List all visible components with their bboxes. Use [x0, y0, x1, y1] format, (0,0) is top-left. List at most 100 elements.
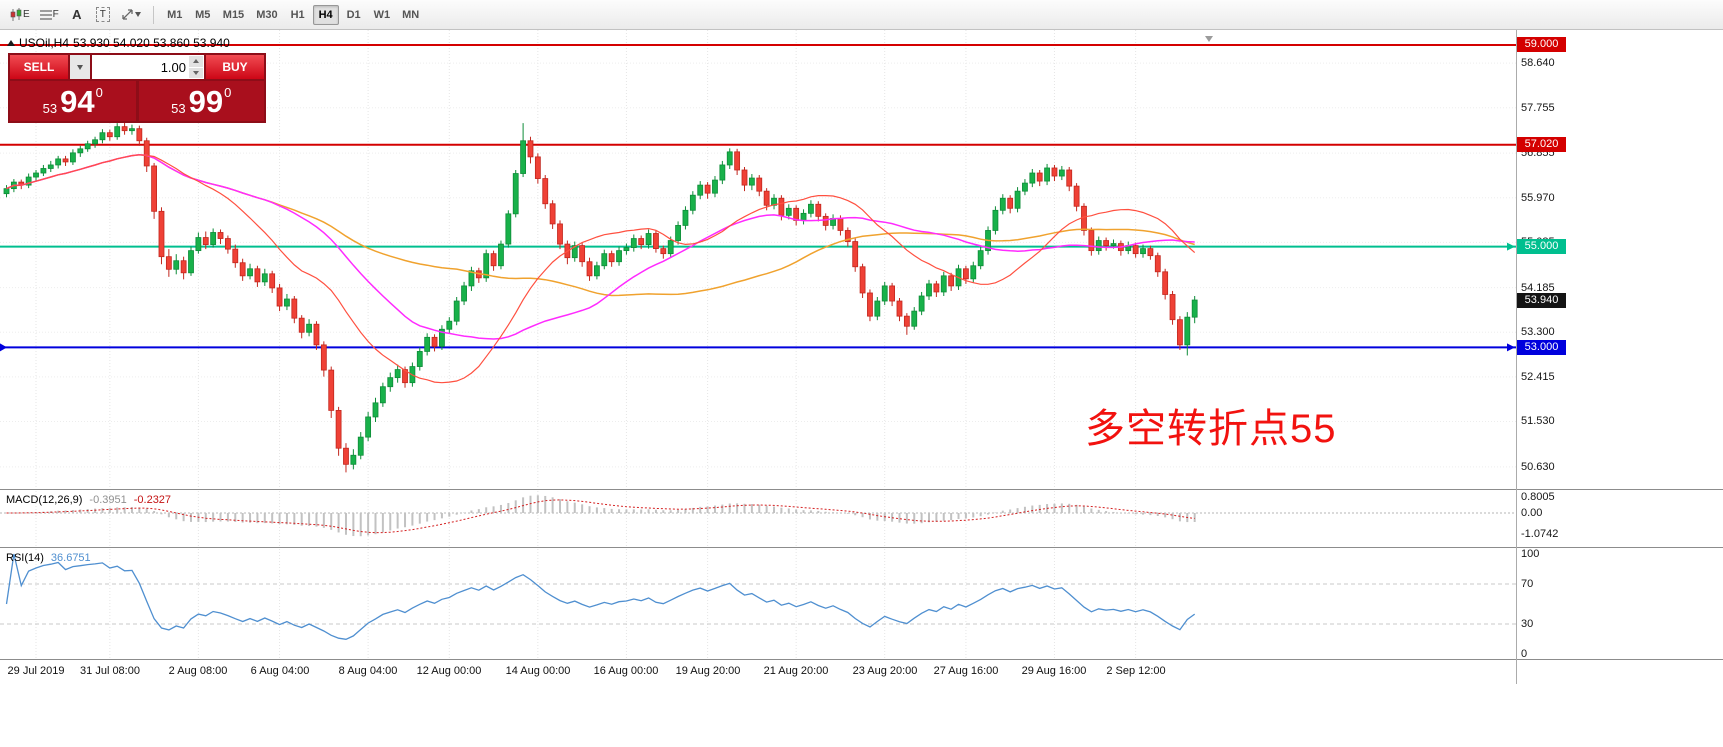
price-level-lines[interactable]: [0, 43, 1516, 352]
macd-name: MACD(12,26,9): [6, 494, 83, 506]
buy-price-big: 99: [188, 83, 224, 119]
icon-letter-f: F: [52, 9, 59, 20]
timeframe-button-d1[interactable]: D1: [346, 8, 361, 21]
timeframe-button-m15[interactable]: M15: [222, 8, 245, 21]
macd-signal-line: [6, 499, 1195, 534]
time-axis-label: 12 Aug 00:00: [416, 665, 482, 677]
macd-signal-value: -0.2327: [133, 494, 172, 506]
timeframe-button-mn[interactable]: MN: [402, 8, 420, 21]
time-axis-label: 6 Aug 04:00: [250, 665, 310, 677]
price-level-tag[interactable]: 55.000: [1517, 239, 1566, 254]
ma-line-36: [6, 154, 1195, 340]
toolbar-separator: [152, 5, 154, 24]
sell-price-sup: 0: [95, 85, 103, 100]
time-axis-label: 2 Aug 08:00: [168, 665, 228, 677]
chart-text-annotation: 多空转折点55: [1085, 407, 1337, 451]
macd-canvas: [0, 491, 1516, 547]
symbol-ohlc-values: 53.930 54.020 53.860 53.940: [73, 36, 230, 50]
timeframe-button-h1[interactable]: H1: [290, 8, 305, 21]
volume-spinner: [189, 56, 203, 78]
buy-price-prefix: 53: [171, 101, 186, 116]
sell-button[interactable]: SELL: [10, 55, 68, 79]
price-axis-label: 50.630: [1521, 461, 1555, 473]
timeframe-toolbar: M1 M5 M15 M30 H1 H4 D1 W1 MN: [161, 4, 425, 25]
icon-letter-t: T: [95, 7, 110, 22]
volume-increase-button[interactable]: [189, 56, 203, 67]
macd-axis-label: 0.8005: [1521, 491, 1555, 503]
price-axis-label: 51.530: [1521, 415, 1555, 427]
candlestick-series: [3, 122, 1198, 473]
candles-glyph: [10, 7, 22, 21]
time-axis-label: 21 Aug 20:00: [763, 665, 829, 677]
sell-price-tile[interactable]: 53 94 0: [10, 81, 136, 121]
timeframe-button-m30[interactable]: M30: [256, 8, 278, 21]
volume-field: [92, 55, 204, 79]
buy-price-tile[interactable]: 53 99 0: [138, 81, 264, 121]
time-axis-label: 31 Jul 08:00: [80, 665, 140, 677]
macd-label: MACD(12,26,9) -0.3951 -0.2327: [6, 494, 171, 506]
current-price-tag: 53.940: [1517, 293, 1566, 308]
sell-price-big: 94: [60, 83, 95, 119]
rsi-axis-label: 100: [1521, 548, 1540, 560]
price-level-tag[interactable]: 59.000: [1517, 37, 1566, 52]
chart-candles-icon[interactable]: E: [6, 4, 34, 26]
price-axis-label: 52.415: [1521, 371, 1555, 383]
scroll-to-end-icon[interactable]: [1205, 36, 1213, 42]
macd-axis-label: -1.0742: [1521, 528, 1559, 540]
macd-histogram: [12, 495, 1196, 537]
rsi-name: RSI(14): [6, 552, 44, 564]
sell-price-prefix: 53: [42, 101, 58, 116]
one-click-trading-panel: SELL BUY 53 94 0: [8, 53, 266, 123]
volume-decrease-button[interactable]: [189, 67, 203, 78]
price-level-tag[interactable]: 57.020: [1517, 137, 1566, 152]
rsi-line: [5, 553, 1196, 640]
timeframe-button-m5[interactable]: M5: [195, 8, 211, 21]
price-axis-label: 55.970: [1521, 192, 1555, 204]
grid-lines-icon[interactable]: F: [36, 4, 63, 26]
rsi-label: RSI(14) 36.6751: [6, 552, 91, 564]
chevron-down-icon: [77, 64, 83, 70]
price-axis-label: 53.300: [1521, 326, 1555, 338]
macd-axis-label: 0.00: [1521, 507, 1543, 519]
time-axis-label: 29 Aug 16:00: [1021, 665, 1087, 677]
time-axis-label: 23 Aug 20:00: [852, 665, 918, 677]
rsi-indicator-panel: RSI(14) 36.6751 100 70 30 0: [0, 547, 1723, 660]
icon-letter-a: A: [72, 7, 82, 22]
rsi-axis-label: 30: [1521, 618, 1534, 630]
price-axis-label: 58.640: [1521, 57, 1555, 69]
rsi-axis-label: 0: [1521, 648, 1528, 660]
time-axis-label: 8 Aug 04:00: [338, 665, 398, 677]
timeframe-button-m1[interactable]: M1: [167, 8, 183, 21]
vertical-gridlines: [35, 491, 1137, 547]
textbox-tool-icon[interactable]: T: [91, 4, 115, 26]
icon-letter-e: E: [23, 9, 30, 20]
macd-indicator-panel: MACD(12,26,9) -0.3951 -0.2327 0.8005 0.00…: [0, 489, 1723, 547]
ma-line-20: [6, 154, 1196, 384]
price-level-tag[interactable]: 53.000: [1517, 340, 1566, 355]
time-axis-label: 19 Aug 20:00: [675, 665, 741, 677]
buy-button[interactable]: BUY: [206, 55, 264, 79]
time-axis-label: 29 Jul 2019: [7, 665, 65, 677]
price-axis-label: 57.755: [1521, 102, 1555, 114]
cursor-tool-icon[interactable]: [117, 4, 145, 26]
volume-input[interactable]: [92, 55, 204, 79]
main-chart-panel[interactable]: USOil,H4 53.930 54.020 53.860 53.940 SEL…: [0, 30, 1723, 489]
rsi-value: 36.6751: [50, 552, 91, 564]
macd-main-value: -0.3951: [89, 494, 127, 506]
timeframe-button-h4[interactable]: H4: [312, 4, 339, 25]
symbol-title: USOil,H4 53.930 54.020 53.860 53.940: [7, 36, 230, 50]
time-axis-label: 16 Aug 00:00: [593, 665, 659, 677]
time-axis-label: 14 Aug 00:00: [505, 665, 571, 677]
caret-down-icon: [193, 70, 199, 75]
rsi-axis-label: 70: [1521, 578, 1534, 590]
volume-dropdown-button[interactable]: [70, 55, 90, 79]
buy-price-sup: 0: [224, 85, 232, 100]
caret-up-icon: [193, 59, 199, 64]
text-annotation-icon[interactable]: A: [65, 4, 89, 26]
timeframe-button-w1[interactable]: W1: [373, 8, 391, 21]
time-axis[interactable]: 29 Jul 2019 31 Jul 08:00 2 Aug 08:00 6 Aug …: [0, 659, 1723, 685]
rsi-canvas: [0, 549, 1516, 659]
chevron-down-icon: [134, 12, 141, 17]
direction-up-icon: [7, 40, 15, 46]
